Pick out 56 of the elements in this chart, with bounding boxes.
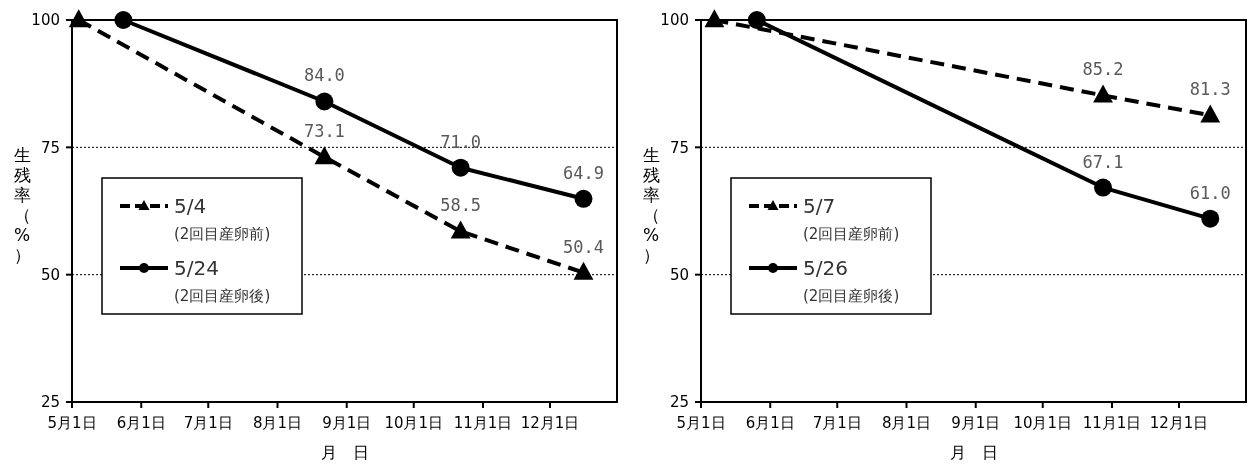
x-axis-title: 月 日 <box>320 443 369 462</box>
x-tick-label: 8月1日 <box>881 414 932 432</box>
data-label: 50.4 <box>563 236 604 257</box>
data-label: 61.0 <box>1189 182 1231 203</box>
y-tick-label: 100 <box>660 11 689 30</box>
data-label: 64.9 <box>563 162 604 183</box>
point <box>704 9 725 28</box>
point <box>314 146 335 165</box>
point <box>451 158 470 177</box>
x-axis-title: 月 日 <box>949 443 998 462</box>
y-axis-title: 生残率（%） <box>642 145 660 265</box>
x-tick-label: 7月1日 <box>183 414 233 432</box>
x-tick-label: 8月1日 <box>252 414 303 432</box>
point <box>1093 84 1113 103</box>
point <box>114 11 133 29</box>
x-tick-label: 7月1日 <box>812 414 862 432</box>
x-tick-label: 12月1日 <box>520 414 580 432</box>
x-tick-label: 6月1日 <box>116 414 166 432</box>
y-tick-label: 100 <box>31 11 60 30</box>
point <box>573 261 594 280</box>
point <box>1094 178 1113 197</box>
x-tick-label: 11月1日 <box>453 414 513 432</box>
point <box>68 9 89 28</box>
x-tick-label: 9月1日 <box>322 414 372 432</box>
legend-label: 5/24 (2回目産卵後) <box>174 256 271 306</box>
legend-label: 5/26 (2回目産卵後) <box>803 256 900 306</box>
data-label: 71.0 <box>440 131 482 152</box>
y-tick-label: 50 <box>40 265 60 284</box>
x-tick-label: 11月1日 <box>1082 414 1142 432</box>
point <box>747 11 766 29</box>
point <box>1200 104 1221 123</box>
point <box>315 92 334 111</box>
y-tick-label: 25 <box>669 393 689 412</box>
point <box>574 189 593 208</box>
x-tick-label: 10月1日 <box>1013 414 1073 432</box>
x-tick-label: 5月1日 <box>676 414 726 432</box>
y-tick-label: 25 <box>40 393 60 412</box>
data-label: 67.1 <box>1082 151 1124 172</box>
point <box>1201 209 1220 228</box>
legend-label: 5/4 (2回目産卵前) <box>174 194 271 244</box>
data-label: 58.5 <box>440 195 482 216</box>
x-tick-label: 6月1日 <box>745 414 795 432</box>
x-tick-label: 10月1日 <box>384 414 444 432</box>
y-axis-title: 生残率（%） <box>13 145 31 265</box>
y-tick-label: 75 <box>40 138 60 157</box>
y-tick-label: 75 <box>669 138 689 157</box>
x-tick-label: 9月1日 <box>951 414 1001 432</box>
point <box>450 220 471 239</box>
data-label: 81.3 <box>1189 79 1231 100</box>
data-label: 73.1 <box>303 121 345 142</box>
data-label: 84.0 <box>303 65 345 86</box>
x-tick-label: 5月1日 <box>47 414 97 432</box>
data-label: 85.2 <box>1082 59 1124 80</box>
legend-label: 5/7 (2回目産卵前) <box>803 194 900 244</box>
y-tick-label: 50 <box>669 265 689 284</box>
x-tick-label: 12月1日 <box>1149 414 1209 432</box>
